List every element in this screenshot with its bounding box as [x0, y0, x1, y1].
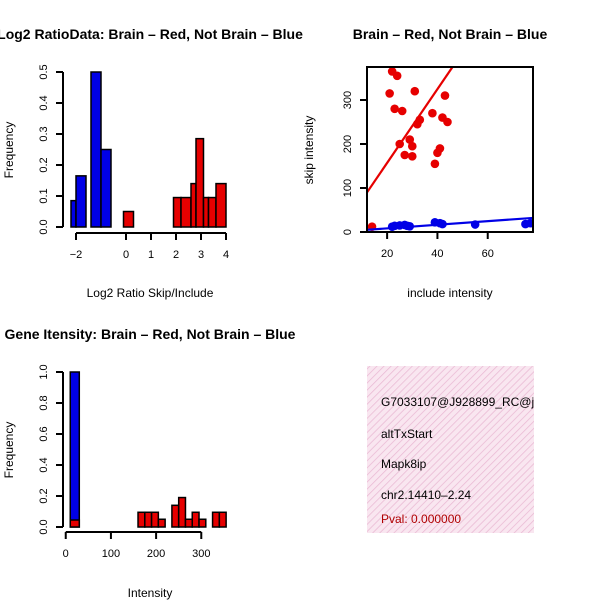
ratio-y-tick-label: 0.4	[38, 95, 50, 110]
genomic-location: chr2.14410–2.24	[381, 488, 471, 502]
scatter-y-tick-label: 300	[342, 91, 354, 109]
info-panel-background	[367, 366, 534, 533]
p-value: Pval: 0.000000	[381, 512, 461, 526]
ratio-x-tick-label: −2	[70, 249, 83, 261]
scatter-x-tick-label: 20	[381, 248, 393, 260]
ratio-bar	[75, 175, 87, 228]
scatter-point	[428, 108, 437, 118]
scatter-point	[385, 89, 394, 98]
scatter-point	[415, 115, 425, 125]
event-id: G7033107@J928899_RC@j928900_RC	[381, 395, 599, 409]
event-type: altTxStart	[381, 427, 433, 441]
ratio-x-tick-label: 0	[123, 249, 129, 261]
intensity-bar	[211, 511, 221, 528]
scatter-point	[390, 104, 399, 114]
ratio-xlabel: Log2 Ratio Skip/Include	[87, 286, 214, 300]
intensity-y-tick-label: 0.6	[38, 426, 50, 441]
scatter-y-tick-label: 0	[342, 229, 354, 235]
intensity-xlabel: Intensity	[128, 586, 173, 600]
intensity-scatter: Brain – Red, Not Brain – Blue include in…	[302, 26, 547, 300]
ratio-y-tick-label: 0.5	[38, 64, 50, 79]
scatter-point	[395, 139, 404, 149]
scatter-y-tick-label: 100	[342, 179, 354, 197]
gene-name: Mapk8ip	[381, 457, 427, 471]
scatter-xlabel: include intensity	[407, 286, 492, 300]
scatter-point	[470, 220, 480, 229]
scatter-point	[397, 106, 407, 116]
scatter-point	[430, 159, 440, 169]
intensity-bar	[157, 518, 166, 528]
intensity-x-tick-label: 0	[63, 548, 69, 560]
scatter-y-tick-label: 200	[342, 135, 354, 153]
intensity-bar	[69, 519, 81, 528]
ratio-y-tick-label: 0.0	[38, 219, 50, 234]
scatter-point	[400, 150, 410, 160]
scatter-point	[405, 135, 415, 144]
ratio-ylabel: Frequency	[2, 122, 16, 179]
ratio-x-tick-label: 1	[148, 249, 154, 261]
ratio-bar	[100, 148, 112, 228]
ratio-bar	[172, 196, 182, 228]
ratio-bar	[90, 71, 102, 228]
intensity-bar	[191, 511, 200, 528]
ratio-y-tick-label: 0.3	[38, 126, 50, 141]
intensity-bar	[137, 511, 146, 528]
intensity-x-tick-label: 200	[147, 548, 165, 560]
intensity-x-tick-label: 300	[192, 548, 210, 560]
intensity-bar	[198, 518, 207, 528]
gene-intensity-histogram: Gene Itensity: Brain – Red, Not Brain – …	[2, 326, 296, 600]
scatter-point	[410, 86, 420, 96]
scatter-point	[438, 219, 447, 229]
scatter-point	[392, 71, 402, 81]
event-info-panel: G7033107@J928899_RC@j928900_RC altTxStar…	[367, 366, 599, 533]
intensity-bar	[171, 504, 180, 528]
scatter-point	[443, 117, 452, 127]
scatter-x-tick-label: 60	[482, 248, 494, 260]
intensity-y-tick-label: 1.0	[38, 364, 50, 379]
ratio-bar	[122, 210, 135, 228]
ratio-title: Log2 RatioData: Brain – Red, Not Brain –…	[0, 26, 303, 42]
intensity-ylabel: Frequency	[2, 422, 16, 479]
intensity-y-tick-label: 0.8	[38, 395, 50, 410]
ratio-y-tick-label: 0.1	[38, 188, 50, 203]
intensity-title: Gene Itensity: Brain – Red, Not Brain – …	[5, 326, 296, 342]
scatter-point	[526, 218, 533, 228]
scatter-x-tick-label: 40	[431, 248, 443, 260]
scatter-fit-line	[367, 67, 454, 194]
intensity-y-tick-label: 0.2	[38, 488, 50, 503]
intensity-y-tick-label: 0.0	[38, 519, 50, 534]
scatter-point	[407, 152, 417, 161]
ratio-bar	[215, 182, 227, 228]
intensity-bar	[177, 496, 187, 528]
ratio-bar	[207, 196, 217, 228]
intensity-bar	[150, 511, 160, 528]
ratio-x-tick-label: 3	[198, 249, 204, 261]
scatter-point	[405, 221, 415, 231]
scatter-point	[407, 141, 417, 151]
scatter-point	[440, 91, 450, 100]
intensity-bar	[184, 518, 193, 528]
intensity-x-tick-label: 100	[102, 548, 120, 560]
intensity-y-tick-label: 0.4	[38, 457, 50, 472]
scatter-ylabel: skip intensity	[302, 116, 316, 185]
intensity-bar	[218, 511, 227, 528]
ratio-bar	[180, 196, 192, 228]
intensity-bar	[144, 511, 153, 528]
ratio-histogram: Log2 RatioData: Brain – Red, Not Brain –…	[0, 26, 303, 300]
ratio-y-tick-label: 0.2	[38, 157, 50, 172]
ratio-x-tick-label: 2	[173, 249, 179, 261]
scatter-title: Brain – Red, Not Brain – Blue	[353, 26, 548, 42]
intensity-bar	[69, 371, 81, 528]
ratio-x-tick-label: 4	[223, 249, 229, 261]
scatter-point	[435, 144, 445, 153]
ratio-bar	[195, 137, 205, 228]
